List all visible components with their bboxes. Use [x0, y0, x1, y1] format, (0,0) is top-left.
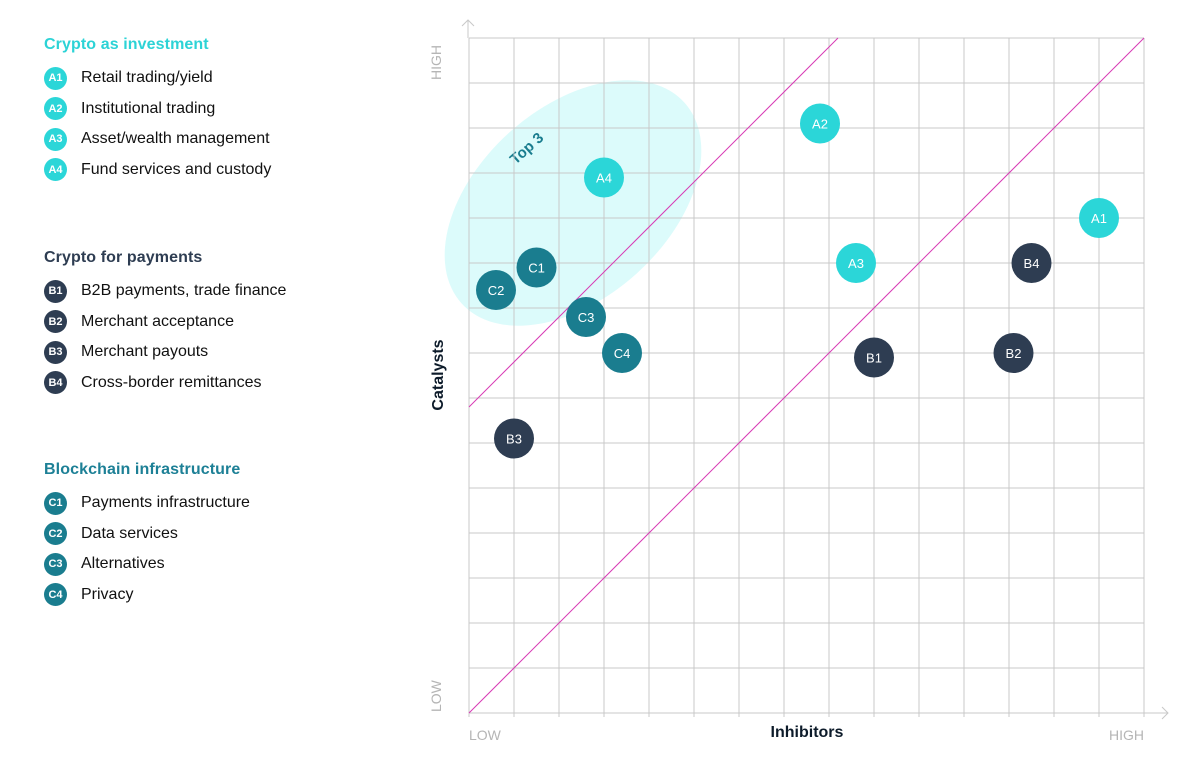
data-point-circle	[854, 337, 894, 378]
legend-label: Data services	[81, 524, 178, 542]
y-high-label: HIGH	[428, 45, 444, 80]
y-low-label: LOW	[428, 679, 444, 712]
data-point: A1	[1079, 198, 1119, 238]
data-point-label: C2	[488, 283, 505, 298]
reference-line	[468, 37, 1145, 714]
data-point: B2	[993, 333, 1034, 373]
data-point: C4	[602, 333, 642, 373]
x-axis-title: Inhibitors	[771, 724, 844, 741]
data-point-circle	[476, 270, 516, 310]
legend-badge: B1	[44, 279, 67, 303]
legend-label: B2B payments, trade finance	[81, 282, 287, 300]
legend-badge: B4	[44, 371, 67, 395]
data-point-label: A2	[812, 117, 828, 132]
data-point-label: B1	[866, 351, 882, 366]
legend-item: A3 Asset/wealth management	[44, 124, 404, 155]
data-point: A3	[836, 243, 876, 283]
data-point: A2	[800, 103, 840, 144]
data-point-label: C3	[578, 310, 595, 325]
data-point-label: A1	[1091, 211, 1107, 226]
legend-label: Merchant payouts	[81, 343, 209, 361]
y-axis-title: Catalysts	[430, 339, 447, 410]
legend-label: Alternatives	[81, 555, 165, 573]
data-point-circle	[566, 297, 606, 337]
data-point-circle	[1079, 198, 1119, 238]
data-point-circle	[1011, 243, 1052, 283]
legend-badge: A1	[44, 66, 67, 90]
legend-label: Privacy	[81, 585, 134, 603]
legend-badge: C3	[44, 552, 67, 576]
data-point-circle	[584, 157, 624, 198]
legend-group-payments: Crypto for payments B1 B2B payments, trad…	[44, 249, 404, 398]
legend-item: C3 Alternatives	[44, 549, 404, 580]
data-point-label: C1	[528, 261, 545, 276]
data-point-label: A4	[596, 171, 612, 186]
data-point-circle	[836, 243, 876, 283]
data-point-label: B2	[1006, 346, 1022, 361]
data-point: C2	[476, 270, 516, 310]
legend-item: B3 Merchant payouts	[44, 337, 404, 368]
data-point-label: B4	[1024, 256, 1040, 271]
data-point-circle	[494, 418, 534, 459]
legend-badge: A4	[44, 158, 67, 182]
legend-group-infrastructure: Blockchain infrastructure C1 Payments inf…	[44, 461, 404, 610]
legend-item: C4 Privacy	[44, 580, 404, 611]
data-point-circle	[993, 333, 1034, 373]
legend-group-title: Crypto as investment	[44, 36, 209, 53]
top3-highlight	[444, 80, 702, 326]
legend-badge: B3	[44, 340, 67, 364]
legend-item: C1 Payments infrastructure	[44, 488, 404, 519]
legend-label: Cross-border remittances	[81, 373, 262, 391]
legend-item: A2 Institutional trading	[44, 94, 404, 125]
legend-badge: A2	[44, 97, 67, 121]
data-point: B3	[494, 418, 534, 459]
legend-badge: C2	[44, 522, 67, 546]
legend-badge: C1	[44, 491, 67, 515]
legend-group-title: Blockchain infrastructure	[44, 461, 241, 478]
data-point-label: B3	[506, 432, 522, 447]
legend-item: C2 Data services	[44, 519, 404, 550]
legend-label: Institutional trading	[81, 99, 216, 117]
legend-label: Payments infrastructure	[81, 494, 250, 512]
data-point-circle	[800, 103, 840, 144]
reference-line	[468, 37, 839, 408]
data-point-circle	[602, 333, 642, 373]
x-low-label: LOW	[469, 727, 502, 743]
legend-item: B1 B2B payments, trade finance	[44, 276, 404, 307]
legend-label: Fund services and custody	[81, 160, 272, 178]
legend-badge: C4	[44, 583, 67, 607]
data-point: B4	[1011, 243, 1052, 283]
data-point: A4	[584, 157, 624, 198]
legend-item: A1 Retail trading/yield	[44, 63, 404, 94]
legend-item: A4 Fund services and custody	[44, 155, 404, 186]
data-point-label: C4	[614, 346, 631, 361]
data-point: C3	[566, 297, 606, 337]
data-point-circle	[516, 247, 557, 288]
legend-group-investment: Crypto as investment A1 Retail trading/yi…	[44, 36, 404, 185]
legend-group-title: Crypto for payments	[44, 249, 203, 266]
legend-item: B2 Merchant acceptance	[44, 307, 404, 338]
data-point: C1	[516, 247, 557, 288]
data-point-label: A3	[848, 256, 864, 271]
legend-badge: A3	[44, 127, 67, 151]
data-point: B1	[854, 337, 894, 378]
legend-badge: B2	[44, 310, 67, 334]
legend-label: Asset/wealth management	[81, 130, 270, 148]
legend-label: Retail trading/yield	[81, 69, 213, 87]
legend-item: B4 Cross-border remittances	[44, 368, 404, 399]
legend-label: Merchant acceptance	[81, 312, 234, 330]
x-high-label: HIGH	[1109, 727, 1144, 743]
